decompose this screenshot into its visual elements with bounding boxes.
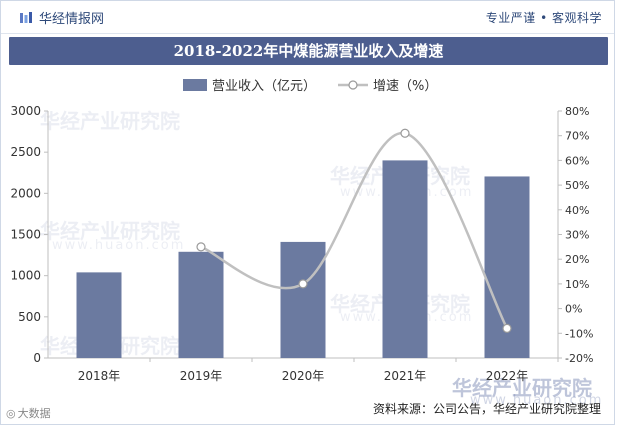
y-right-tick-label: 50%	[565, 179, 589, 192]
legend-line-marker	[348, 80, 358, 90]
bar	[76, 272, 122, 358]
y-right-tick-label: 70%	[565, 130, 589, 143]
x-tick-label: 2018年	[78, 369, 121, 383]
x-tick-label: 2021年	[384, 369, 427, 383]
y-right-tick-label: 40%	[565, 204, 589, 217]
y-right-tick-label: 0%	[565, 303, 582, 316]
source-note: 资料来源：公司公告，华经产业研究院整理	[372, 402, 601, 416]
brand[interactable]: 华经情报网	[19, 8, 104, 27]
x-tick-label: 2022年	[486, 369, 529, 383]
bottom-left-mark: ◎ 大数据	[6, 405, 51, 421]
legend-bar-label: 营业收入（亿元）	[212, 79, 316, 94]
bar	[280, 241, 326, 358]
y-left-tick-label: 2000	[10, 186, 41, 200]
growth-line	[200, 131, 509, 329]
y-left-tick-label: 3000	[10, 104, 41, 118]
y-right-tick-label: 10%	[565, 278, 589, 291]
brand-name: 华经情报网	[39, 12, 105, 27]
y-right-tick-label: 80%	[565, 105, 589, 118]
legend-line-label: 增速（%）	[373, 79, 437, 94]
header-bar: 华经情报网 专业严谨 • 客观科学	[1, 1, 614, 34]
growth-point	[196, 242, 206, 252]
legend-bar-swatch	[183, 79, 207, 91]
bottom-left-icon: ◎	[6, 406, 16, 420]
chart-title: 2018-2022年中煤能源营业收入及增速	[173, 42, 444, 60]
x-tick-label: 2020年	[282, 369, 325, 383]
bottom-left-text: 大数据	[17, 407, 51, 420]
bar	[382, 160, 428, 358]
y-right-tick-label: -10%	[565, 327, 593, 340]
y-left-tick-label: 500	[18, 310, 41, 324]
y-left-tick-label: 1000	[10, 269, 41, 283]
brand-logo-icon	[20, 11, 32, 23]
title-bar: 2018-2022年中煤能源营业收入及增速	[9, 37, 608, 65]
y-left-tick-label: 0	[33, 351, 41, 365]
y-right-tick-label: 20%	[565, 253, 589, 266]
growth-point	[400, 128, 410, 138]
y-right-tick-label: 30%	[565, 229, 589, 242]
growth-point	[298, 279, 308, 289]
y-right-tick-label: 60%	[565, 154, 589, 167]
growth-point	[502, 323, 512, 333]
bar	[178, 251, 224, 358]
x-tick-label: 2019年	[180, 369, 223, 383]
slogan: 专业严谨 • 客观科学	[485, 11, 602, 25]
y-left-tick-label: 1500	[10, 228, 41, 242]
y-left-tick-label: 2500	[10, 145, 41, 159]
y-right-tick-label: -20%	[565, 352, 593, 365]
